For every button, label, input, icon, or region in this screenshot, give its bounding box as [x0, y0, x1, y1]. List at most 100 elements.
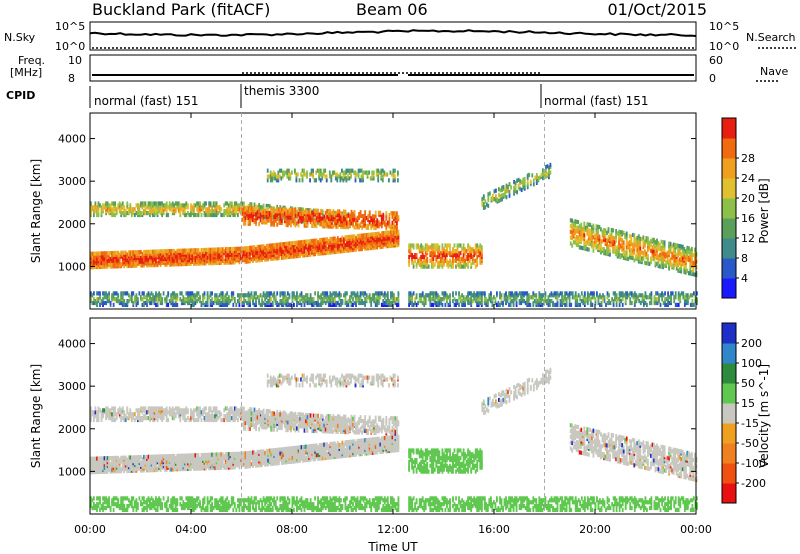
power-cell [132, 211, 135, 216]
power-cell [427, 245, 430, 250]
power-cell [589, 242, 592, 247]
power-cell [330, 297, 333, 302]
power-cell [330, 293, 333, 298]
power-cell [468, 291, 471, 296]
power-cell [312, 223, 315, 228]
power-cell [318, 222, 321, 227]
power-cell [314, 208, 317, 213]
power-cell [117, 250, 120, 255]
power-cell [581, 236, 584, 241]
power-cell [361, 214, 364, 219]
power-cell [117, 293, 120, 298]
power-cell [388, 299, 391, 304]
power-cell [543, 299, 545, 304]
power-cell [205, 247, 207, 252]
power-cell [462, 253, 465, 258]
power-cell [130, 250, 133, 255]
power-cell [165, 212, 168, 218]
power-cell [521, 295, 524, 300]
power-cell [423, 247, 426, 252]
power-cell [429, 245, 432, 250]
power-cell [496, 197, 499, 202]
power-cell [130, 211, 133, 216]
power-cell [323, 214, 326, 219]
power-cell [112, 302, 115, 307]
power-cell [303, 299, 306, 304]
power-cell [140, 211, 142, 216]
power-cell [312, 212, 315, 217]
power-cell [610, 231, 613, 236]
power-cell [280, 207, 283, 212]
power-cell [380, 302, 383, 307]
power-cell [440, 251, 442, 256]
power-cell [520, 187, 523, 193]
power-cell [112, 212, 115, 218]
power-cell [268, 300, 271, 306]
power-cell [458, 262, 460, 267]
power-cell [446, 293, 448, 298]
power-cell [159, 257, 162, 262]
power-cell [569, 224, 572, 229]
power-cell [112, 205, 115, 210]
power-cell [358, 243, 361, 248]
power-cell [408, 299, 411, 304]
power-cell [548, 165, 550, 170]
power-cell [283, 211, 286, 216]
power-cell [271, 214, 274, 219]
power-cell [177, 201, 180, 206]
power-cell [259, 205, 262, 210]
power-cell [350, 213, 353, 218]
power-cell [217, 247, 220, 252]
power-cell [343, 237, 345, 242]
power-cell [232, 212, 235, 218]
power-cell [429, 295, 432, 300]
power-cell [302, 207, 304, 212]
power-cell [133, 261, 136, 266]
power-cell [250, 212, 253, 217]
power-cell [476, 291, 479, 296]
power-cell [513, 180, 516, 185]
power-cell [361, 291, 364, 296]
power-cell [124, 212, 127, 218]
power-cell [320, 216, 323, 221]
power-cell [105, 295, 108, 300]
power-cell [90, 209, 92, 214]
power-cell [138, 250, 141, 255]
power-cell [329, 299, 332, 304]
power-cell [208, 247, 211, 252]
power-cell [315, 216, 318, 221]
power-cell [366, 170, 369, 175]
power-cell [656, 238, 658, 243]
power-cell [654, 255, 657, 260]
power-cell [303, 210, 306, 215]
power-cell [291, 219, 294, 224]
power-cell [637, 240, 640, 245]
power-cell [680, 244, 683, 249]
power-cell [589, 222, 592, 228]
power-cell [385, 299, 388, 304]
power-cell [353, 170, 355, 175]
power-cell [90, 205, 92, 210]
power-cell [350, 234, 353, 239]
power-cell [559, 302, 562, 307]
power-cell [332, 297, 335, 302]
power-cell [349, 240, 351, 245]
power-cell [220, 247, 223, 252]
power-cell [461, 299, 464, 304]
power-cell [467, 299, 470, 304]
power-cell [121, 295, 124, 300]
power-cell [615, 229, 618, 234]
power-cell [447, 260, 450, 265]
freq-tick-low: 8 [68, 72, 75, 85]
power-cell [255, 250, 257, 255]
power-cell [112, 295, 115, 300]
power-cell [561, 291, 564, 296]
power-cell [430, 297, 433, 302]
power-cell [622, 255, 625, 260]
power-cell [634, 237, 637, 242]
power-cell [561, 297, 564, 302]
power-cell [374, 220, 377, 225]
power-cell [600, 227, 602, 232]
power-cell [517, 293, 520, 298]
nsearch-tick-high: 10^5 [709, 20, 739, 33]
